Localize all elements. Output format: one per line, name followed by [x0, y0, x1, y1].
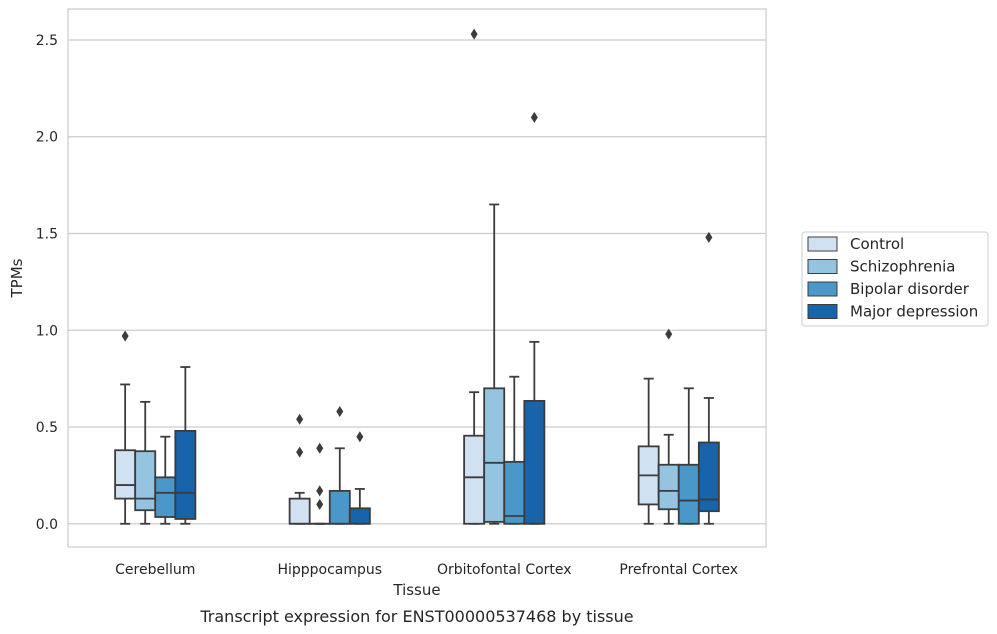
- box-iqr: [697, 441, 720, 513]
- y-tick-labels: 0.0 0.5 1.0 1.5 2.0 2.5: [36, 33, 58, 533]
- box-iqr: [154, 476, 177, 518]
- x-tick-labels: Cerebellum Hipppocampus Orbitofontal Corte…: [115, 562, 738, 578]
- box-schizophrenia: [483, 203, 506, 525]
- y-tick-label: 2.0: [36, 130, 58, 146]
- box-bipolar-disorder: [154, 435, 177, 525]
- grid-lines: [68, 39, 766, 525]
- box-major-depression: [697, 231, 720, 525]
- y-tick-label: 2.5: [36, 33, 58, 49]
- box-control: [463, 28, 486, 525]
- x-tick-label: Orbitofontal Cortex: [437, 562, 572, 578]
- chart-caption: Transcript expression for ENST0000053746…: [199, 607, 633, 626]
- box-iqr: [677, 463, 700, 525]
- box-bipolar-disorder: [328, 406, 351, 525]
- x-axis-label: Tissue: [392, 581, 440, 599]
- box-bipolar-disorder: [677, 387, 700, 525]
- legend-swatch: [807, 259, 838, 274]
- box-control: [288, 413, 311, 525]
- outlier-point: [316, 498, 324, 510]
- legend-swatch: [807, 304, 838, 319]
- box-major-depression: [523, 111, 546, 525]
- outlier-point: [316, 442, 324, 454]
- outlier-point: [336, 406, 344, 418]
- plot-frame: [67, 8, 767, 548]
- box-bipolar-disorder: [503, 375, 526, 525]
- box-groups: [114, 28, 720, 525]
- legend-label: Major depression: [850, 303, 978, 321]
- box-iqr: [503, 460, 526, 525]
- x-tick-label: Prefrontal Cortex: [619, 562, 738, 578]
- box-major-depression: [174, 366, 197, 525]
- y-axis-label: TPMs: [8, 258, 26, 298]
- box-iqr: [657, 463, 680, 511]
- legend-swatch: [807, 236, 838, 252]
- y-tick-label: 0.0: [36, 517, 58, 533]
- box-iqr: [523, 399, 546, 525]
- outlier-point: [316, 485, 324, 497]
- outlier-point: [705, 231, 713, 243]
- outlier-point: [530, 111, 538, 123]
- box-iqr: [288, 497, 311, 525]
- legend-label: Schizophrenia: [850, 258, 955, 276]
- outlier-point: [296, 413, 304, 425]
- box-iqr: [328, 489, 351, 525]
- outlier-point: [356, 431, 364, 443]
- x-tick-label: Hipppocampus: [277, 562, 382, 578]
- box-control: [637, 377, 660, 525]
- outlier-point: [665, 328, 673, 340]
- legend-frame: [801, 231, 989, 327]
- legend-swatch: [807, 281, 838, 297]
- box-iqr: [348, 507, 371, 525]
- outlier-point: [296, 446, 304, 458]
- box-iqr: [114, 449, 137, 500]
- box-major-depression: [348, 431, 371, 525]
- box-schizophrenia: [308, 442, 331, 525]
- box-schizophrenia: [657, 328, 680, 525]
- box-iqr: [174, 429, 197, 520]
- outlier-point: [470, 28, 478, 40]
- y-tick-label: 1.5: [36, 226, 58, 242]
- legend-label: Control: [850, 235, 904, 253]
- box-control: [114, 330, 137, 525]
- box-schizophrenia: [134, 400, 157, 525]
- legend: Control Schizophrenia Bipolar disorder Majo…: [801, 231, 989, 327]
- outlier-point: [121, 330, 129, 342]
- box-iqr: [483, 387, 506, 523]
- box-iqr: [463, 434, 486, 525]
- legend-label: Bipolar disorder: [850, 280, 970, 298]
- x-tick-label: Cerebellum: [115, 562, 195, 578]
- y-tick-label: 0.5: [36, 420, 58, 436]
- y-tick-label: 1.0: [36, 323, 58, 339]
- box-iqr: [134, 450, 157, 512]
